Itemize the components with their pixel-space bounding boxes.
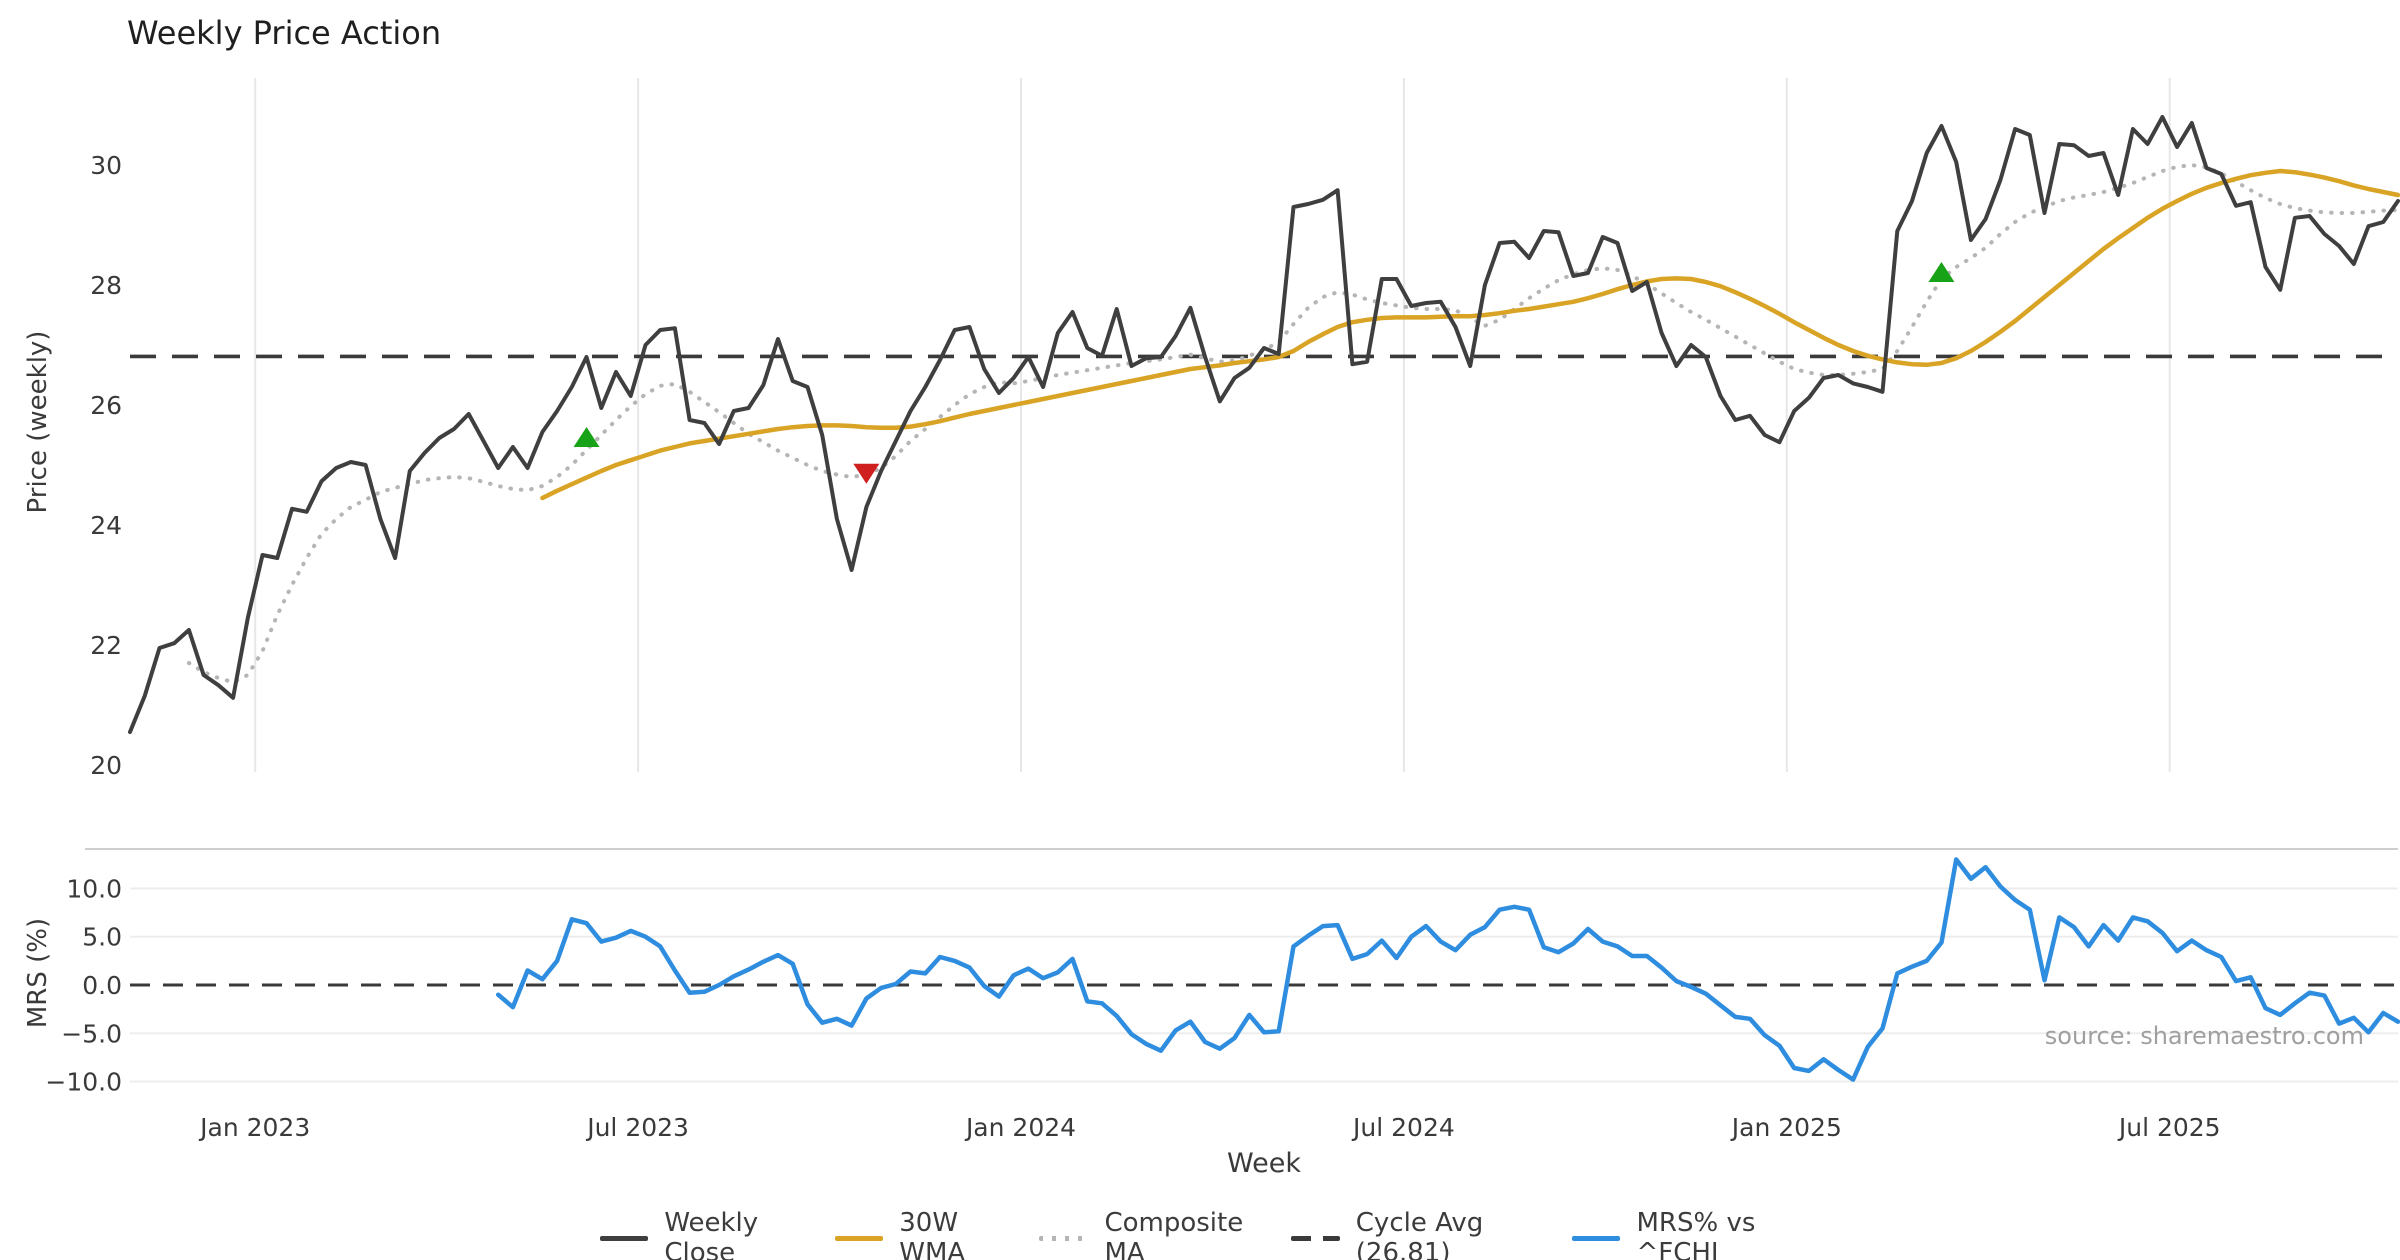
composite-ma-dotted-swatch [1038, 1235, 1089, 1241]
series-mrs-vs-fchi [495, 857, 2400, 1082]
mrs-tick-label: −10.0 [45, 1068, 122, 1097]
x-tick-label: Jan 2025 [1730, 1113, 1842, 1142]
price-tick-label: 28 [90, 271, 122, 300]
price-axis-label: Price (weekly) [23, 330, 53, 514]
mrs-tick-label: −5.0 [61, 1019, 122, 1048]
x-tick-label: Jul 2024 [1351, 1113, 1455, 1142]
mrs-axis-label: MRS (%) [23, 917, 53, 1029]
legend-item-weekly-close: Weekly Close [600, 1208, 799, 1260]
mrs-tick-label: 10.0 [66, 874, 122, 903]
wma-line-swatch [835, 1235, 884, 1241]
legend-item-composite-ma: Composite MA [1038, 1208, 1256, 1260]
cycle-avg-dashed-swatch [1291, 1235, 1340, 1241]
legend-item-30w-wma: 30W WMA [835, 1208, 1002, 1260]
sell-signal-marker [853, 463, 880, 484]
x-axis-label: Week [1227, 1148, 1301, 1179]
price-tick-label: 24 [90, 511, 122, 540]
x-tick-label: Jan 2023 [198, 1113, 310, 1142]
legend-label: Cycle Avg (26.81) [1355, 1208, 1484, 1260]
legend-label: Weekly Close [664, 1208, 759, 1260]
x-tick-label: Jul 2023 [585, 1113, 689, 1142]
series-composite-ma [186, 163, 2400, 685]
price-tick-label: 30 [90, 151, 122, 180]
price-tick-label: 22 [90, 631, 122, 660]
weekly-close-line-swatch [600, 1235, 649, 1241]
buy-signal-marker [1928, 262, 1955, 283]
legend-label: Composite MA [1104, 1208, 1244, 1260]
x-tick-label: Jan 2024 [964, 1113, 1076, 1142]
series-weekly-close [128, 115, 2400, 734]
source-watermark: source: sharemaestro.com [2044, 1022, 2364, 1050]
legend: Weekly Close 30W WMA Composite MA Cycle … [600, 1208, 1800, 1260]
mrs-tick-label: 5.0 [82, 923, 122, 952]
chart-title: Weekly Price Action [127, 14, 442, 52]
mrs-line-swatch [1572, 1235, 1621, 1241]
series-30w-wma [540, 168, 2400, 501]
x-tick-label: Jul 2025 [2117, 1113, 2221, 1142]
price-tick-label: 20 [90, 751, 122, 780]
legend-item-cycle-avg: Cycle Avg (26.81) [1291, 1208, 1536, 1260]
legend-label: MRS% vs ^FCHI [1636, 1208, 1756, 1260]
mrs-tick-label: 0.0 [82, 971, 122, 1000]
legend-label: 30W WMA [899, 1208, 966, 1260]
legend-item-mrs: MRS% vs ^FCHI [1572, 1208, 1800, 1260]
buy-signal-marker [573, 427, 600, 448]
price-tick-label: 26 [90, 391, 122, 420]
